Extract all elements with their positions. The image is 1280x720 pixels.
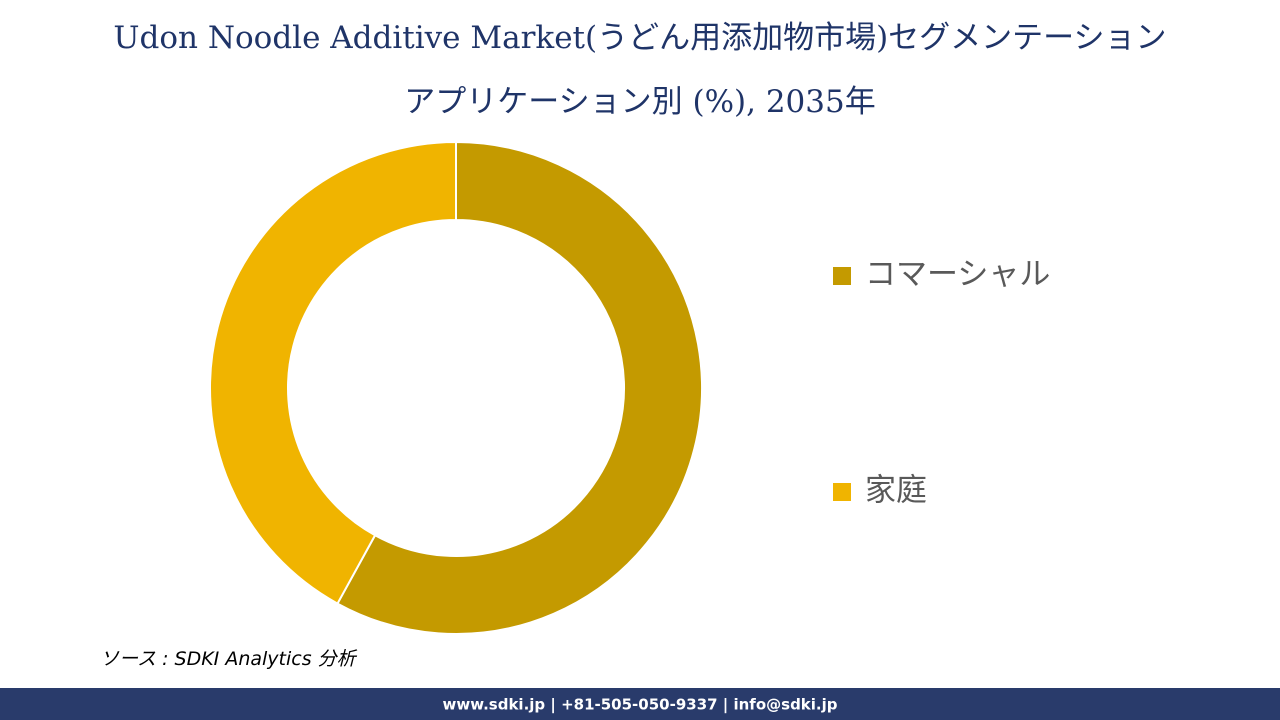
footer: www.sdki.jp | +81-505-050-9337 | info@sd… [442, 696, 837, 715]
plot [209, 140, 703, 635]
donut-segment [209, 140, 457, 605]
donut-segment [336, 140, 703, 635]
legend-swatch [833, 483, 851, 501]
footer-bar [0, 688, 1280, 720]
legend-label: コマーシャル [865, 257, 1050, 293]
source: ソース : SDKI Analytics 分析 [100, 648, 358, 670]
chart-title: アプリケーション別 (%), 2035年 [404, 84, 875, 120]
legend-swatch [833, 267, 851, 285]
chart-title: Udon Noodle Additive Market(うどん用添加物市場)セグ… [113, 20, 1166, 56]
legend-label: 家庭 [865, 473, 927, 509]
